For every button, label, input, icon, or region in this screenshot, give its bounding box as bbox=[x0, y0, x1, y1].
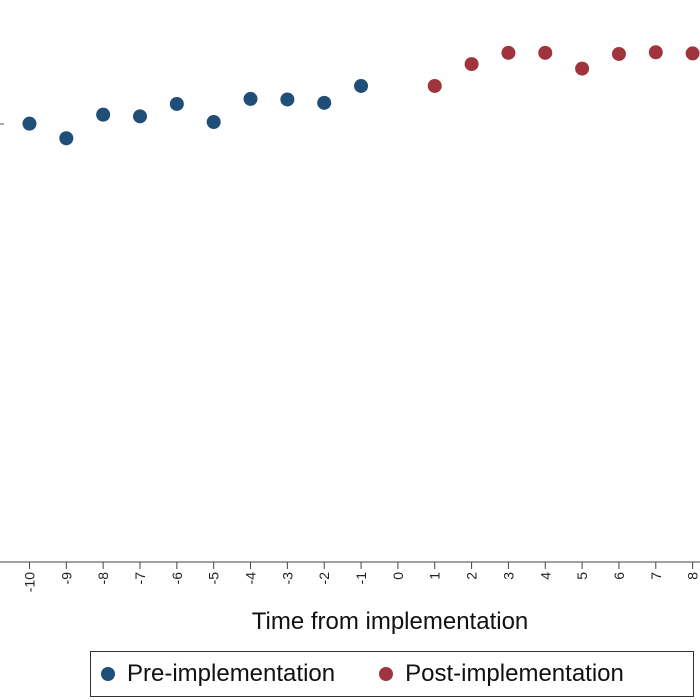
post-implementation-point bbox=[427, 78, 442, 93]
x-tick-label: 5 bbox=[574, 572, 590, 580]
x-tick-label: -5 bbox=[206, 572, 222, 585]
post-implementation-point bbox=[575, 61, 590, 76]
legend-item-pre: Pre-implementation bbox=[101, 660, 335, 688]
x-tick-label: 0 bbox=[390, 572, 406, 580]
pre-implementation-point bbox=[96, 107, 111, 122]
x-tick-label: -9 bbox=[58, 572, 74, 585]
post-implementation-point bbox=[648, 45, 663, 60]
x-tick-label: 1 bbox=[427, 572, 443, 580]
legend-label-post: Post-implementation bbox=[405, 660, 624, 687]
x-tick-label: -3 bbox=[279, 572, 295, 585]
pre-implementation-point bbox=[206, 114, 221, 129]
legend: Pre-implementation Post-implementation bbox=[90, 651, 694, 697]
x-axis-title: Time from implementation bbox=[252, 608, 529, 635]
legend-item-post: Post-implementation bbox=[379, 660, 624, 688]
legend-marker-pre bbox=[101, 667, 115, 681]
post-implementation-point bbox=[538, 45, 553, 60]
pre-implementation-point bbox=[133, 109, 147, 124]
pre-implementation-point bbox=[22, 116, 37, 131]
pre-implementation-point bbox=[243, 91, 258, 106]
x-tick-label: 4 bbox=[537, 572, 553, 580]
post-implementation-point bbox=[501, 45, 516, 60]
x-tick-label: 3 bbox=[500, 572, 516, 580]
post-implementation-point bbox=[611, 46, 626, 61]
x-tick-label: -8 bbox=[95, 572, 111, 585]
x-tick-label: 6 bbox=[611, 572, 627, 580]
legend-marker-post bbox=[379, 667, 394, 681]
x-tick-label: 2 bbox=[464, 572, 480, 580]
pre-implementation-point bbox=[169, 96, 184, 111]
data-points bbox=[22, 45, 700, 146]
legend-label-pre: Pre-implementation bbox=[127, 660, 336, 687]
x-axis-ticks: -10 -9 -8 -7 -6 -5 -4 -3 -2 -1 0 1 2 3 4 5 6 7 8 bbox=[21, 562, 700, 592]
x-tick-label: -6 bbox=[169, 572, 185, 585]
pre-implementation-point bbox=[59, 131, 74, 146]
post-implementation-point bbox=[685, 46, 700, 61]
post-implementation-point bbox=[464, 57, 479, 72]
x-tick-label: -7 bbox=[132, 572, 148, 585]
x-tick-label: -10 bbox=[21, 572, 37, 592]
x-tick-label: -2 bbox=[316, 572, 332, 585]
pre-implementation-point bbox=[280, 92, 295, 107]
pre-implementation-point bbox=[317, 95, 332, 110]
pre-implementation-point bbox=[354, 78, 369, 93]
x-tick-label: 7 bbox=[648, 572, 664, 580]
x-tick-label: -4 bbox=[243, 572, 259, 585]
x-tick-label: -1 bbox=[353, 572, 369, 585]
x-tick-label: 8 bbox=[685, 572, 700, 580]
